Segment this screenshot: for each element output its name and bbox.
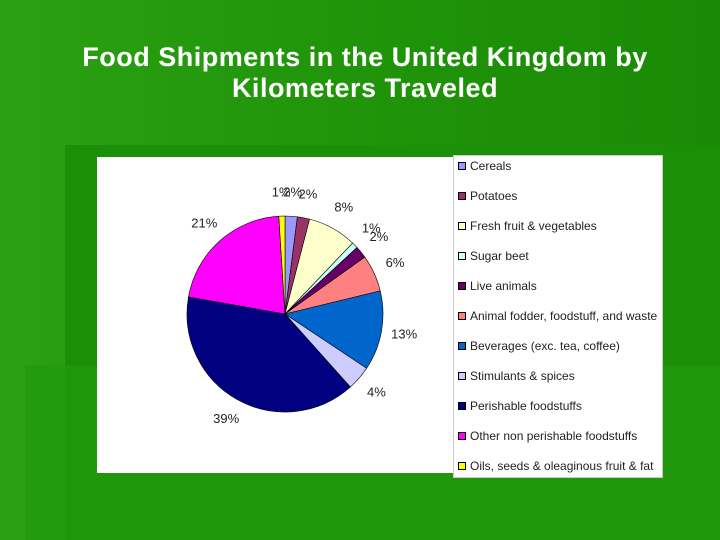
pie-slice (278, 215, 286, 315)
data-label: 8% (334, 200, 353, 215)
data-label: 1% (272, 184, 291, 199)
legend-item: Potatoes (458, 189, 658, 204)
data-label: 2% (283, 185, 302, 200)
legend-item: Perishable foodstuffs (458, 399, 658, 414)
pie-slice (186, 296, 351, 413)
pie-slice (284, 290, 384, 369)
legend-swatch (458, 282, 466, 290)
legend-item: Other non perishable foodstuffs (458, 429, 658, 444)
legend-swatch (458, 462, 466, 470)
chart-title: Food Shipments in the United Kingdom by … (82, 42, 648, 103)
legend-swatch (458, 222, 466, 230)
legend-label: Stimulants & spices (470, 369, 575, 383)
legend-item: Animal fodder, foodstuff, and waste (458, 309, 658, 324)
legend-item: Live animals (458, 279, 658, 294)
legend-swatch (458, 312, 466, 320)
legend-item: Fresh fruit & vegetables (458, 219, 658, 234)
legend-label: Potatoes (470, 189, 518, 203)
legend-swatch (458, 342, 466, 350)
legend-item: Beverages (exc. tea, coffee) (458, 339, 658, 354)
data-label: 4% (367, 385, 386, 400)
legend-item: Sugar beet (458, 249, 658, 264)
legend-label: Live animals (470, 279, 537, 293)
legend-label: Other non perishable foodstuffs (470, 429, 638, 443)
legend: Cereals Potatoes Fresh fruit & vegetables S… (453, 155, 663, 478)
data-label: 2% (370, 229, 389, 244)
pie-slice (188, 215, 286, 315)
data-label: 1% (362, 221, 381, 236)
legend-label: Animal fodder, foodstuff, and waste (470, 309, 658, 323)
legend-item: Cereals (458, 159, 658, 174)
legend-swatch (458, 192, 466, 200)
legend-label: Cereals (470, 159, 512, 173)
legend-swatch (458, 252, 466, 260)
legend-swatch (458, 402, 466, 410)
legend-label: Beverages (exc. tea, coffee) (470, 339, 620, 353)
legend-label: Fresh fruit & vegetables (470, 219, 597, 233)
data-label: 21% (191, 215, 217, 230)
data-label: 13% (391, 326, 417, 341)
data-label: 2% (299, 187, 318, 202)
legend-item: Oils, seeds & oleaginous fruit & fat (458, 459, 658, 474)
legend-swatch (458, 372, 466, 380)
legend-swatch (458, 162, 466, 170)
data-label: 6% (386, 255, 405, 270)
legend-label: Perishable foodstuffs (470, 399, 582, 413)
legend-label: Sugar beet (470, 249, 529, 263)
data-label: 39% (213, 411, 239, 426)
legend-label: Oils, seeds & oleaginous fruit & fat (470, 459, 654, 473)
legend-swatch (458, 432, 466, 440)
legend-item: Stimulants & spices (458, 369, 658, 384)
